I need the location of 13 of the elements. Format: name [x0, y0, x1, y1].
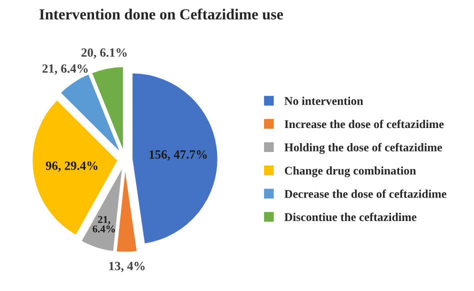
legend-label: Discontiue the ceftazidime: [284, 212, 416, 222]
data-label: 13, 4%: [109, 262, 145, 272]
legend-label: Decrease the dose of ceftazidime: [284, 189, 446, 198]
data-label: 20, 6.1%: [81, 48, 127, 59]
chart-title: Intervention done on Ceftazidime use: [39, 8, 283, 20]
data-label: 21, 6.4%: [92, 216, 115, 232]
data-label: 21, 6.4%: [42, 64, 88, 75]
legend-label: Change drug combination: [284, 166, 416, 178]
legend-label: Holding the dose of ceftazidime: [284, 142, 442, 154]
legend-label: No intervention: [284, 96, 364, 105]
data-label: 156, 47.7%: [150, 150, 207, 160]
data-label: 96, 29.4%: [46, 162, 98, 172]
legend-label: Increase the dose of ceftazidime: [284, 120, 444, 128]
